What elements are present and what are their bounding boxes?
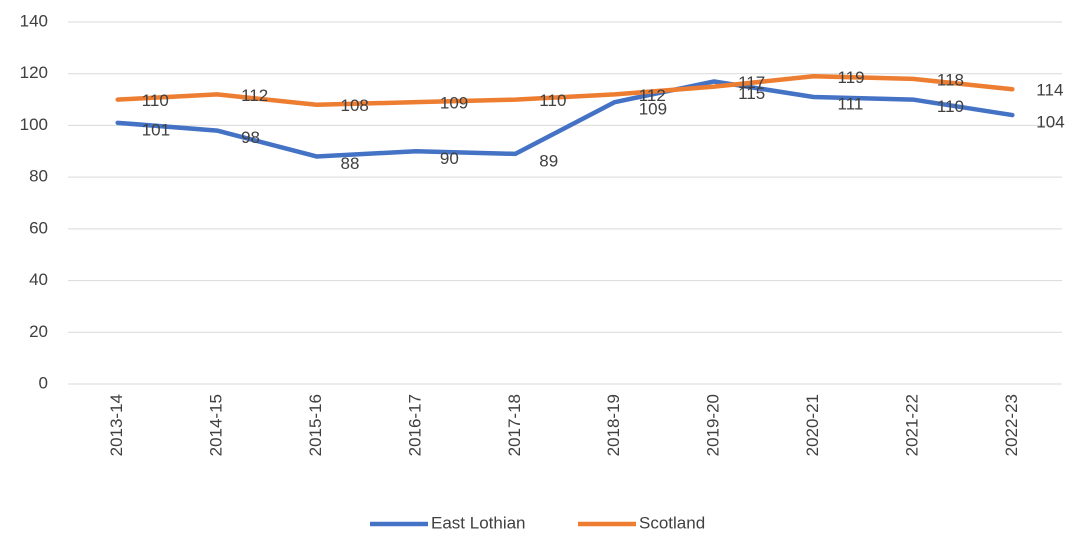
data-label: 119 [838, 68, 865, 87]
x-tick-label: 2019-20 [704, 394, 723, 456]
x-tick-label: 2018-19 [604, 394, 623, 456]
x-tick-label: 2022-23 [1002, 394, 1021, 456]
data-label: 109 [440, 94, 468, 113]
data-label: 110 [539, 91, 566, 110]
y-tick-label: 0 [39, 373, 48, 392]
legend-label: Scotland [639, 513, 705, 532]
data-label: 117 [738, 73, 765, 92]
data-label: 114 [1036, 81, 1063, 100]
x-tick-label: 2015-16 [306, 394, 325, 456]
x-tick-label: 2017-18 [505, 394, 524, 456]
x-tick-label: 2014-15 [207, 394, 226, 456]
data-label: 98 [241, 128, 260, 147]
data-label: 108 [341, 96, 369, 115]
y-tick-label: 20 [29, 322, 48, 341]
data-label: 115 [738, 84, 765, 103]
data-label: 104 [1036, 113, 1064, 132]
data-label: 118 [937, 70, 964, 89]
y-tick-label: 40 [29, 270, 48, 289]
series-line [115, 74, 1015, 107]
data-label: 101 [142, 120, 170, 139]
data-label: 112 [241, 86, 268, 105]
data-label: 111 [838, 94, 864, 113]
data-label: 89 [539, 151, 558, 170]
y-tick-label: 100 [20, 115, 48, 134]
y-tick-label: 60 [29, 218, 48, 237]
data-label: 110 [937, 97, 964, 116]
data-label: 88 [341, 154, 360, 173]
series-line [115, 79, 1015, 159]
x-tick-label: 2013-14 [107, 394, 126, 456]
data-label: 109 [639, 100, 667, 119]
data-label: 90 [440, 149, 459, 168]
y-tick-label: 140 [20, 11, 48, 30]
x-tick-label: 2021-22 [902, 394, 921, 456]
x-tick-label: 2016-17 [405, 394, 424, 456]
data-label: 110 [142, 91, 169, 110]
y-tick-label: 80 [29, 167, 48, 186]
data-label: 112 [639, 86, 666, 105]
y-tick-label: 120 [20, 63, 48, 82]
x-tick-label: 2020-21 [803, 394, 822, 456]
legend-label: East Lothian [431, 513, 526, 532]
